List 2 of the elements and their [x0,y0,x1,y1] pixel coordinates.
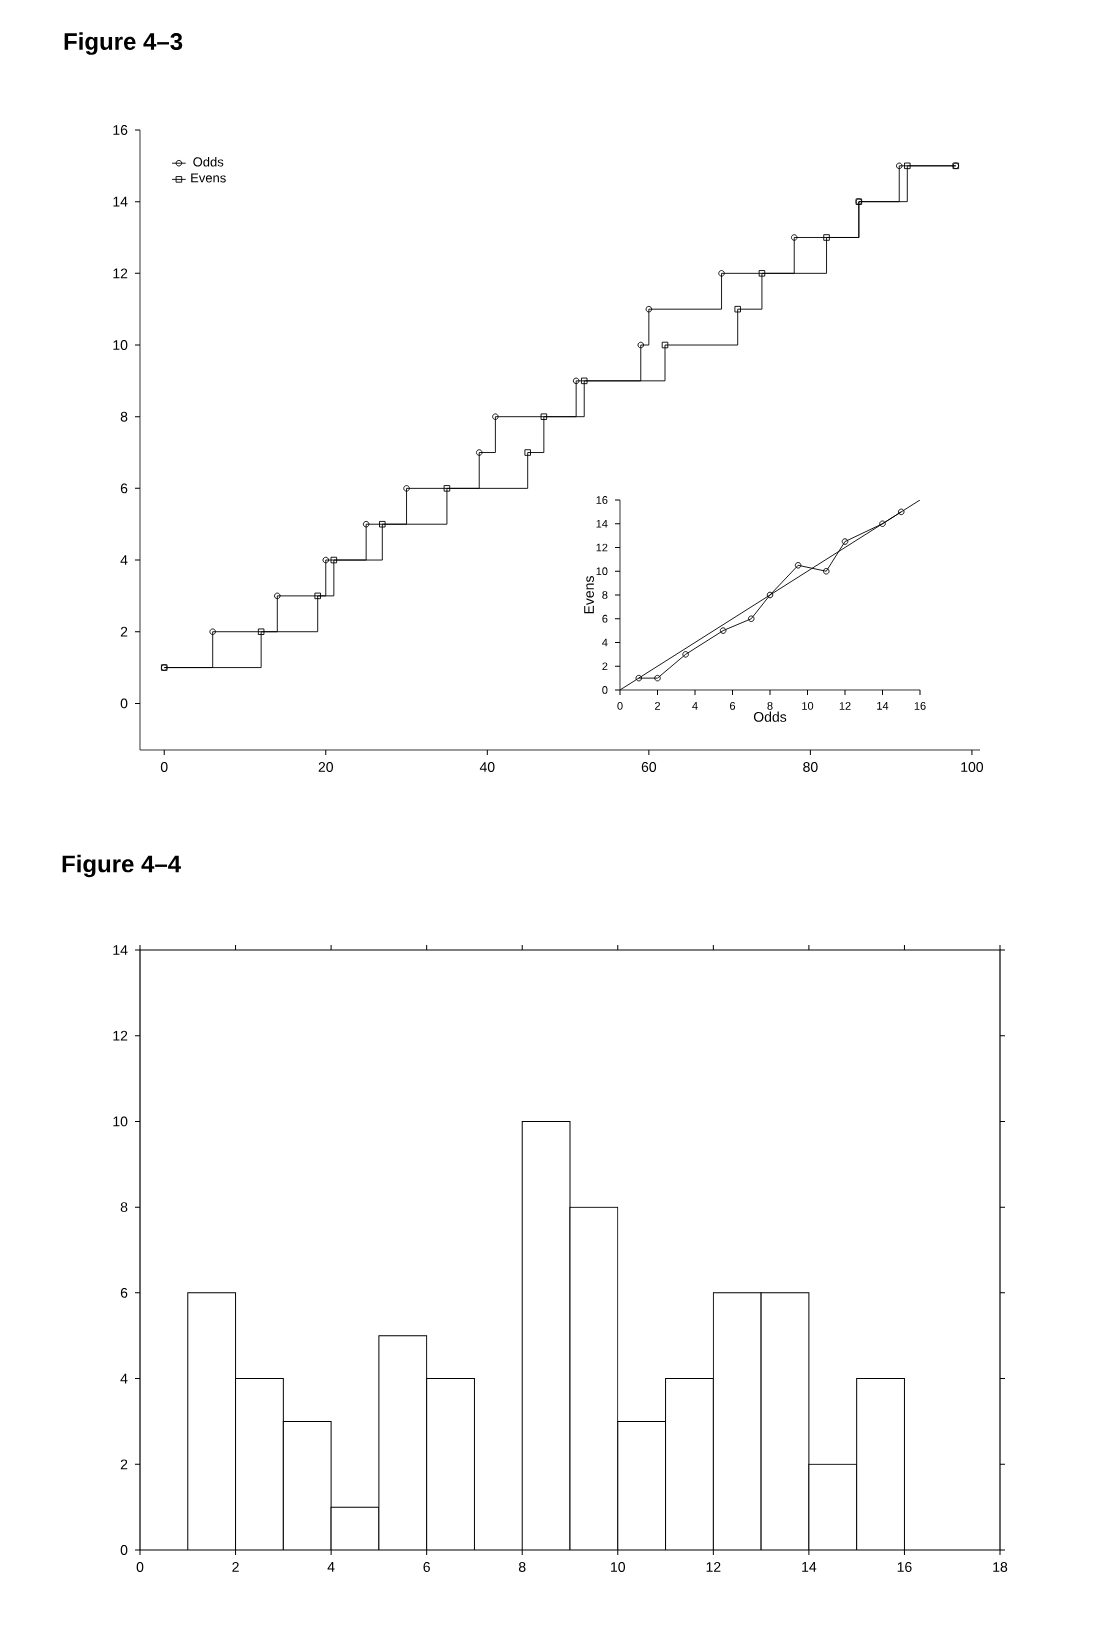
chart-title: Figure 4–3 [64,32,183,55]
chart-title: Figure 4–4 [62,854,181,878]
